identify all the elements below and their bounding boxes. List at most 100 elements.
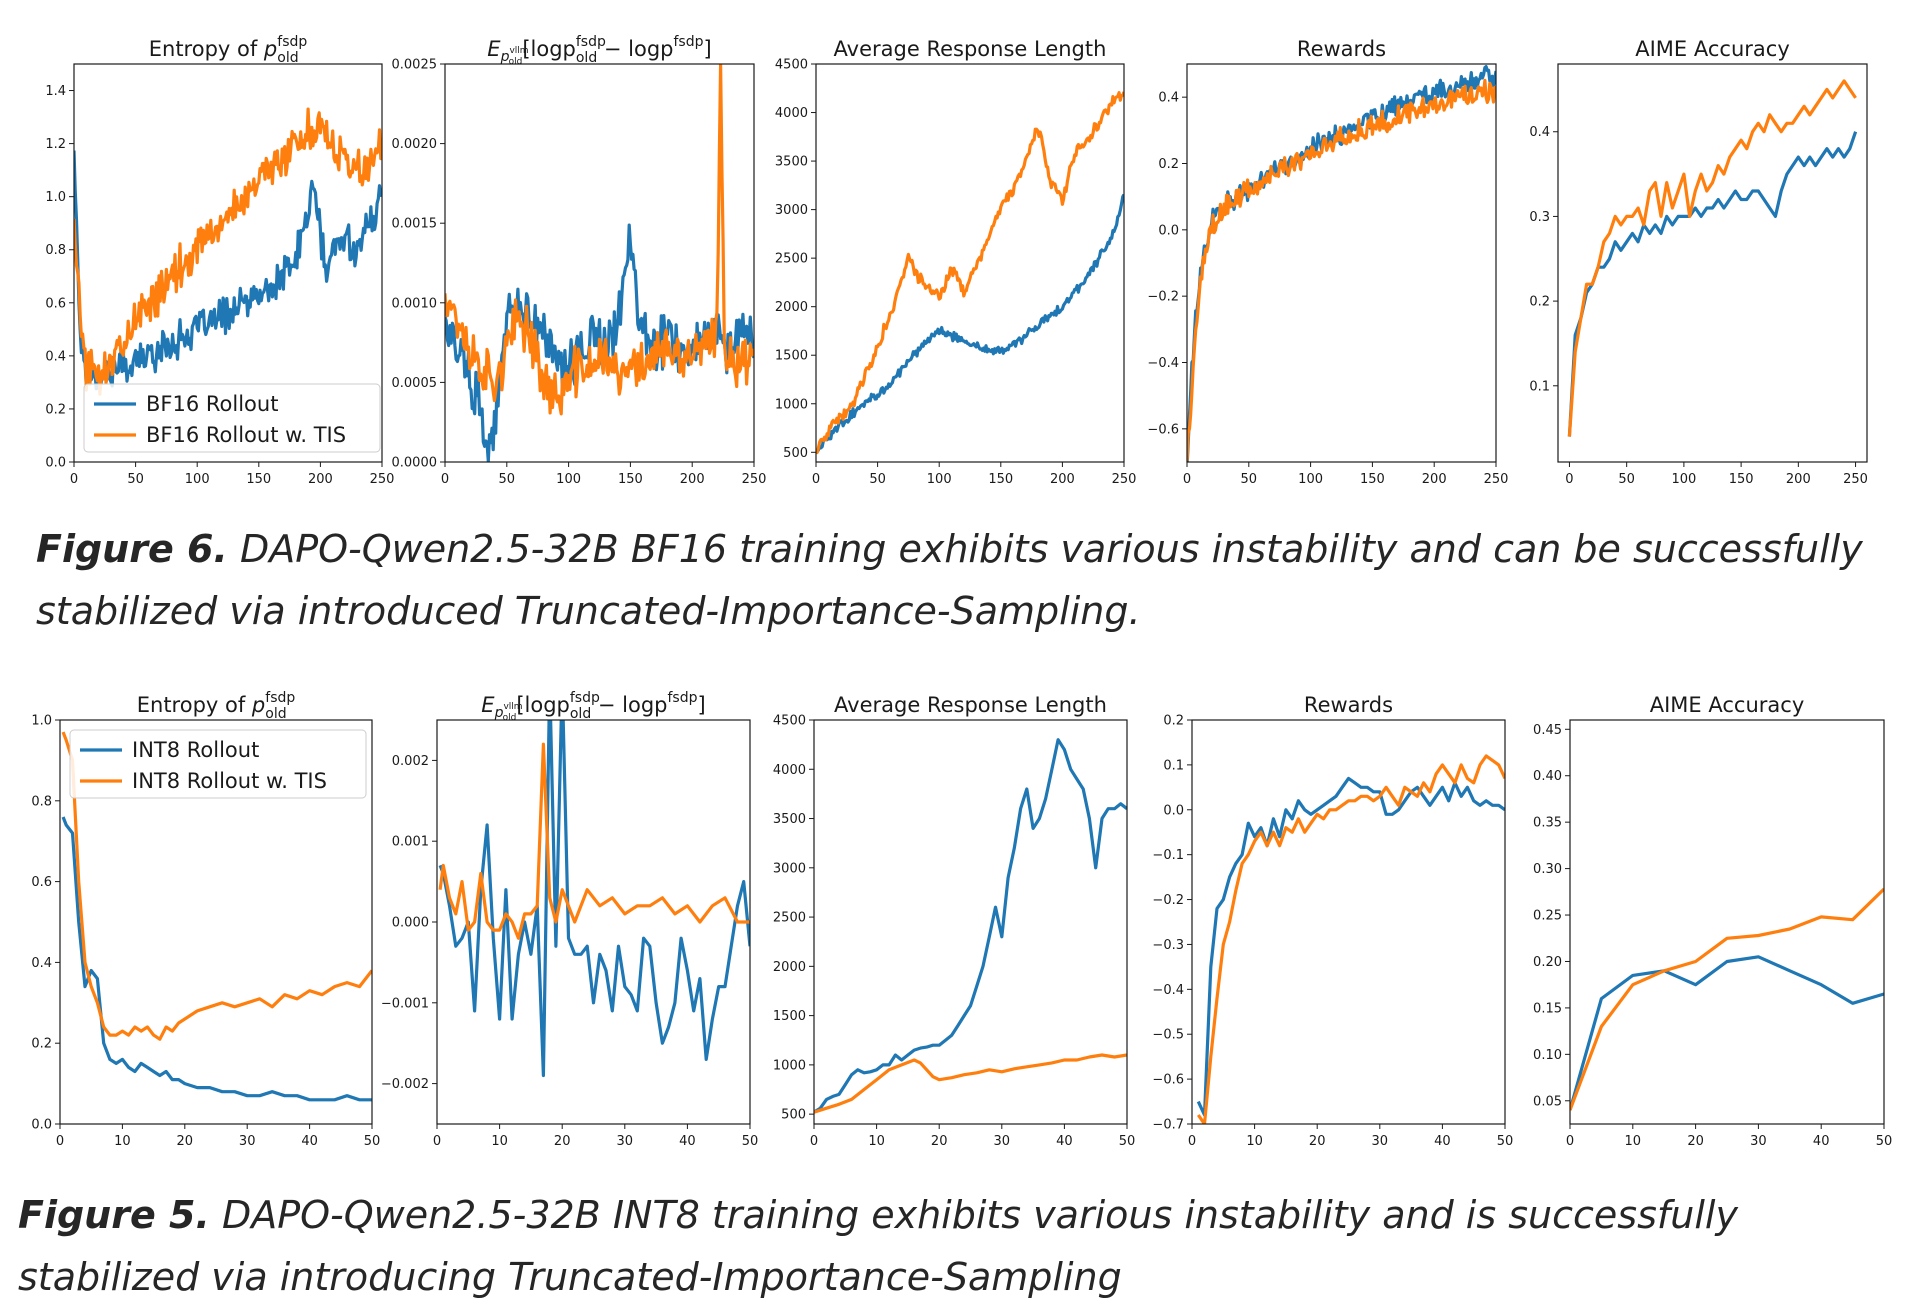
chart-panel-3: 0 10 20 30 40 50 500 1000 1500 2000 2500 3000 3500 40… — [773, 693, 1135, 1149]
chart-title: AIME Accuracy — [1635, 37, 1790, 61]
x-tick-label: 150 — [1360, 472, 1385, 487]
x-tick-label: 30 — [1750, 1134, 1767, 1149]
y-tick-label: −0.6 — [1152, 1073, 1184, 1088]
fig6-svg: 0 50 100 150 200 250 0.0 0.2 0.4 0.6 0.8 1.0 1.2 1.4 E… — [45, 34, 1868, 487]
chart-panel-1: 0 50 100 150 200 250 0.0 0.2 0.4 0.6 0.8 1.0 1.2 1.4 E… — [45, 34, 394, 487]
y-tick-label: 0.35 — [1533, 816, 1562, 831]
caption-text: DAPO-Qwen2.5-32B INT8 training exhibits … — [18, 1193, 1738, 1299]
x-tick-label: 200 — [308, 472, 333, 487]
y-tick-label: 0.05 — [1533, 1094, 1562, 1109]
x-tick-label: 100 — [1671, 472, 1696, 487]
x-tick-label: 250 — [742, 472, 767, 487]
x-tick-label: 50 — [1497, 1134, 1514, 1149]
legend: BF16 Rollout BF16 Rollout w. TIS — [83, 383, 381, 453]
y-tick-label: 0.2 — [45, 402, 66, 417]
series-line-orange — [816, 91, 1124, 454]
y-tick-label: −0.002 — [381, 1077, 429, 1092]
y-tick-label: 1.0 — [45, 190, 66, 205]
chart-title: Entropy of pfsdp old — [137, 690, 296, 722]
chart-panel-4: 0 10 20 30 40 50 −0.7 −0.6 −0.5 −0.4 −0.3 −0.2 −0.1 0… — [1152, 693, 1513, 1149]
y-tick-label: 4500 — [773, 714, 806, 729]
y-tick-label: 0.000 — [392, 916, 429, 931]
y-tick-label: 0.2 — [1529, 295, 1550, 310]
x-tick-label: 40 — [1813, 1134, 1830, 1149]
x-tick-label: 30 — [994, 1134, 1011, 1149]
y-tick-label: 0.30 — [1533, 862, 1562, 877]
series-line-blue — [814, 738, 1127, 1114]
legend-label: BF16 Rollout w. TIS — [146, 423, 346, 447]
y-tick-label: 2500 — [773, 911, 806, 926]
y-tick-label: 3500 — [775, 155, 808, 170]
x-tick-label: 250 — [1484, 472, 1509, 487]
y-tick-label: −0.001 — [381, 996, 429, 1011]
x-tick-label: 40 — [1434, 1134, 1451, 1149]
y-tick-label: 2000 — [773, 960, 806, 975]
y-tick-label: 0.0005 — [392, 376, 438, 391]
x-tick-label: 0 — [441, 472, 449, 487]
x-tick-label: 30 — [1372, 1134, 1389, 1149]
legend: INT8 Rollout INT8 Rollout w. TIS — [69, 729, 367, 799]
x-tick-label: 150 — [618, 472, 643, 487]
chart-title: Rewards — [1304, 693, 1393, 717]
y-tick-label: 0.20 — [1533, 955, 1562, 970]
y-tick-label: 0.2 — [31, 1037, 52, 1052]
y-tick-label: 0.8 — [45, 243, 66, 258]
plot-frame — [436, 719, 751, 1125]
x-tick-label: 100 — [1298, 472, 1323, 487]
x-tick-label: 0 — [1566, 1134, 1574, 1149]
x-tick-label: 250 — [1112, 472, 1137, 487]
x-tick-label: 40 — [1056, 1134, 1073, 1149]
x-tick-label: 10 — [491, 1134, 508, 1149]
x-tick-label: 0 — [810, 1134, 818, 1149]
x-tick-label: 40 — [679, 1134, 696, 1149]
x-tick-label: 50 — [742, 1134, 759, 1149]
y-tick-label: 0.0 — [45, 456, 66, 471]
y-tick-label: −0.4 — [1147, 356, 1179, 371]
y-tick-label: 0.45 — [1533, 723, 1562, 738]
plot-frame — [813, 719, 1128, 1125]
y-tick-label: 1000 — [775, 397, 808, 412]
legend-label: BF16 Rollout — [146, 392, 278, 416]
y-tick-label: 0.10 — [1533, 1048, 1562, 1063]
y-tick-label: 2000 — [775, 300, 808, 315]
x-tick-label: 0 — [70, 472, 78, 487]
y-tick-label: 3000 — [775, 203, 808, 218]
y-tick-label: 0.1 — [1163, 758, 1184, 773]
x-tick-label: 30 — [617, 1134, 634, 1149]
x-tick-label: 40 — [301, 1134, 318, 1149]
y-tick-label: 0.8 — [31, 794, 52, 809]
series-line-blue — [1570, 955, 1884, 1111]
x-tick-label: 250 — [1843, 472, 1868, 487]
plot-frame — [444, 63, 755, 463]
chart-panel-3: 0 50 100 150 200 250 500 1000 1500 2000 2500 3000 35… — [775, 37, 1137, 487]
y-tick-label: −0.4 — [1152, 983, 1184, 998]
x-tick-label: 50 — [1241, 472, 1258, 487]
y-tick-label: 1.2 — [45, 137, 66, 152]
x-tick-label: 100 — [556, 472, 581, 487]
y-tick-label: 0.4 — [1158, 91, 1179, 106]
series-line-orange — [1570, 887, 1884, 1111]
y-tick-label: −0.6 — [1147, 422, 1179, 437]
y-tick-label: −0.7 — [1152, 1118, 1184, 1133]
y-tick-label: 1.0 — [31, 714, 52, 729]
x-tick-label: 50 — [1618, 472, 1635, 487]
figure-6-caption: Figure 6. DAPO-Qwen2.5-32B BF16 training… — [36, 518, 1886, 642]
series-line-orange — [1196, 754, 1505, 1124]
x-tick-label: 20 — [177, 1134, 194, 1149]
x-tick-label: 20 — [1309, 1134, 1326, 1149]
chart-title: Average Response Length — [834, 37, 1107, 61]
x-tick-label: 20 — [1687, 1134, 1704, 1149]
x-tick-label: 20 — [931, 1134, 948, 1149]
plot-frame — [1186, 63, 1497, 463]
y-tick-label: 3000 — [773, 861, 806, 876]
y-tick-label: −0.2 — [1152, 893, 1184, 908]
series-line-orange — [814, 1053, 1127, 1114]
series-line-blue — [74, 150, 382, 391]
x-tick-label: 0 — [1183, 472, 1191, 487]
series-line-blue — [1567, 131, 1858, 437]
x-tick-label: 50 — [869, 472, 886, 487]
chart-title: Average Response Length — [834, 693, 1107, 717]
series-line-orange — [74, 107, 382, 396]
y-tick-label: 0.1 — [1529, 379, 1550, 394]
series-line-blue — [61, 816, 372, 1102]
